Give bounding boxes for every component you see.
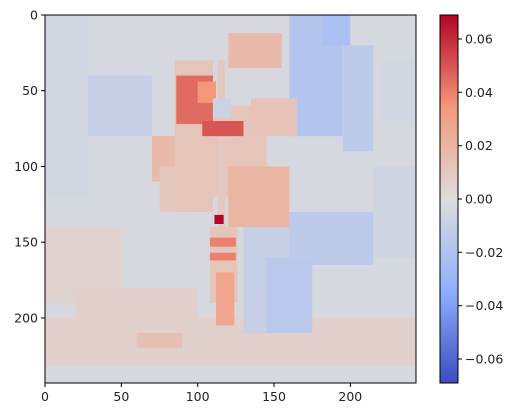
heatmap-region [228,33,282,69]
heatmap-region [75,287,198,364]
heatmap-region [45,15,88,197]
y-tick-label: 50 [22,83,38,98]
x-tick-label: 0 [41,389,49,404]
heatmap-region [214,214,224,224]
plot-frame [44,14,417,384]
colorbar-tick-label: −0.02 [465,245,503,260]
heatmap-region [212,98,232,118]
x-tick-label: 200 [338,389,362,404]
x-tick-label: 50 [113,389,129,404]
colorbar-tick-label: 0.00 [465,192,493,207]
colorbar-tick-label: 0.04 [465,85,493,100]
heatmap-region [209,252,236,261]
colorbar-axis: −0.06 −0.04 −0.02 0.00 0.02 0.04 0.06 [458,32,503,367]
x-tick-label: 100 [186,389,210,404]
colorbar [439,14,459,384]
heatmap-region [136,333,183,349]
heatmap-region [87,75,152,137]
heatmap-region [373,166,416,258]
heatmap-region [202,121,244,137]
heatmap-region [266,257,313,334]
heatmap-region [322,15,351,46]
colorbar-tick-label: 0.06 [465,32,493,47]
x-axis: 0 50 100 150 200 [41,383,362,404]
heatmap-plot-area [45,15,416,383]
heatmap-region [251,98,297,137]
heatmap-region [380,60,416,122]
colorbar-tick-label: −0.04 [465,298,503,313]
colorbar-tick-label: 0.02 [465,138,493,153]
heatmap-region [228,166,290,228]
y-tick-label: 200 [14,310,38,325]
heatmap-region [215,272,235,326]
y-tick-label: 0 [30,8,38,23]
heatmap-region [342,45,374,152]
y-tick-label: 100 [14,159,38,174]
y-tick-label: 150 [14,235,38,250]
x-tick-label: 150 [262,389,286,404]
heatmap-region [197,81,216,103]
heatmap-region [45,366,416,383]
colorbar-tick-label: −0.06 [465,352,503,367]
heatmap-region [281,211,374,265]
heatmap-region [217,60,226,243]
y-axis: 0 50 100 150 200 [14,8,45,325]
heatmap-region [209,237,236,247]
